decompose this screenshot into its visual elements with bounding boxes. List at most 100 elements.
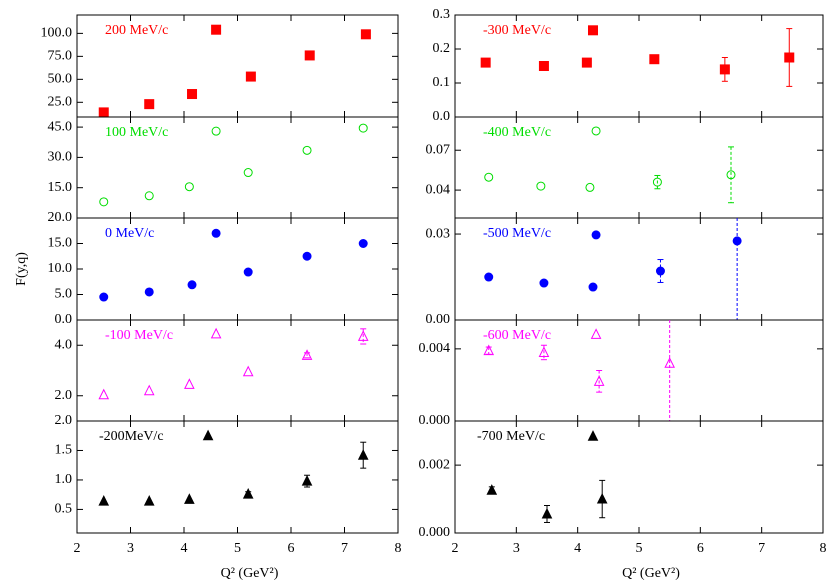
- y-tick-label: 15.0: [48, 180, 73, 195]
- x-tick-label: 6: [288, 541, 295, 556]
- marker: [304, 50, 315, 61]
- panel-title: -300 MeV/c: [483, 23, 551, 38]
- marker: [593, 375, 605, 386]
- marker: [649, 54, 660, 65]
- x-tick-label: 2: [452, 541, 459, 556]
- marker: [210, 327, 222, 339]
- x-tick-label: 8: [395, 541, 402, 556]
- x-tick-label: 5: [234, 541, 241, 556]
- x-axis-label: Q² (GeV²): [221, 566, 279, 581]
- marker: [538, 346, 550, 357]
- y-tick-label: 0.07: [426, 142, 451, 157]
- marker: [655, 266, 665, 276]
- marker: [144, 191, 154, 201]
- marker: [202, 429, 214, 441]
- y-tick-label: 0.2: [433, 41, 451, 56]
- panel-title: -700 MeV/c: [477, 429, 545, 444]
- marker: [358, 239, 368, 248]
- marker: [587, 430, 599, 441]
- x-tick-label: 5: [636, 541, 643, 556]
- y-tick-label: 0.0: [55, 312, 73, 327]
- marker: [726, 170, 736, 180]
- marker: [245, 71, 256, 82]
- y-tick-label: 0.03: [426, 226, 451, 241]
- marker: [211, 126, 221, 136]
- y-tick-label: 0.002: [419, 457, 451, 472]
- y-tick-label: 4.0: [55, 337, 73, 352]
- marker: [483, 344, 495, 356]
- y-tick-label: 0.3: [433, 7, 451, 22]
- y-tick-label: 0.000: [419, 525, 451, 540]
- marker: [301, 349, 313, 360]
- marker: [357, 449, 369, 460]
- x-tick-label: 7: [758, 541, 765, 556]
- marker: [98, 495, 110, 506]
- marker: [98, 388, 110, 400]
- marker: [484, 272, 494, 282]
- marker: [243, 267, 253, 277]
- panel-title: -200MeV/c: [99, 429, 164, 444]
- marker: [732, 236, 742, 246]
- y-tick-label: 15.0: [48, 236, 73, 251]
- marker: [581, 57, 592, 68]
- y-tick-label: 0.000: [419, 413, 451, 428]
- marker: [302, 251, 312, 261]
- marker: [358, 123, 368, 133]
- marker: [243, 168, 253, 178]
- marker: [536, 181, 546, 191]
- panel-title: -500 MeV/c: [483, 226, 551, 241]
- panel-title: 100 MeV/c: [105, 125, 168, 140]
- marker: [99, 292, 109, 302]
- y-tick-label: 1.0: [55, 472, 73, 487]
- marker: [664, 357, 675, 368]
- marker: [211, 228, 221, 238]
- y-tick-label: 25.0: [48, 95, 73, 110]
- marker: [486, 484, 498, 495]
- x-tick-label: 6: [697, 541, 704, 556]
- panel-title: 200 MeV/c: [105, 23, 168, 38]
- x-axis-label: Q² (GeV²): [622, 566, 680, 581]
- marker: [591, 230, 601, 240]
- marker: [357, 330, 369, 341]
- marker: [590, 328, 602, 339]
- marker: [242, 487, 254, 499]
- y-axis-label: F(y,q): [14, 252, 29, 286]
- y-tick-label: 50.0: [48, 72, 73, 87]
- marker: [484, 172, 494, 182]
- x-tick-label: 3: [127, 541, 134, 556]
- panel-title: -100 MeV/c: [105, 328, 173, 343]
- x-tick-label: 4: [574, 541, 581, 556]
- y-tick-label: 0.04: [426, 182, 451, 197]
- marker: [144, 99, 155, 110]
- marker: [360, 29, 371, 40]
- marker: [538, 61, 549, 71]
- marker: [588, 282, 598, 292]
- y-tick-label: 75.0: [48, 49, 73, 64]
- y-tick-label: 0.00: [426, 312, 451, 327]
- y-tick-label: 45.0: [48, 119, 73, 134]
- y-tick-label: 0.1: [433, 75, 451, 90]
- y-tick-label: 100.0: [41, 26, 73, 41]
- y-tick-label: 20.0: [48, 210, 73, 225]
- marker: [99, 197, 109, 207]
- y-tick-label: 0.0: [433, 109, 451, 124]
- y-tick-label: 2.0: [55, 413, 73, 428]
- marker: [211, 24, 222, 35]
- marker: [480, 57, 491, 68]
- panel-title: 0 MeV/c: [105, 226, 154, 241]
- marker: [784, 52, 795, 63]
- marker: [144, 287, 154, 297]
- marker: [301, 475, 313, 486]
- x-tick-label: 2: [74, 541, 81, 556]
- marker: [539, 278, 549, 288]
- y-tick-label: 0.004: [419, 341, 451, 356]
- x-tick-label: 7: [341, 541, 348, 556]
- marker: [585, 182, 595, 192]
- marker: [187, 89, 198, 100]
- panel-title: -400 MeV/c: [483, 125, 551, 140]
- marker: [184, 493, 195, 504]
- marker: [719, 64, 730, 75]
- x-tick-label: 3: [513, 541, 520, 556]
- marker: [184, 378, 195, 389]
